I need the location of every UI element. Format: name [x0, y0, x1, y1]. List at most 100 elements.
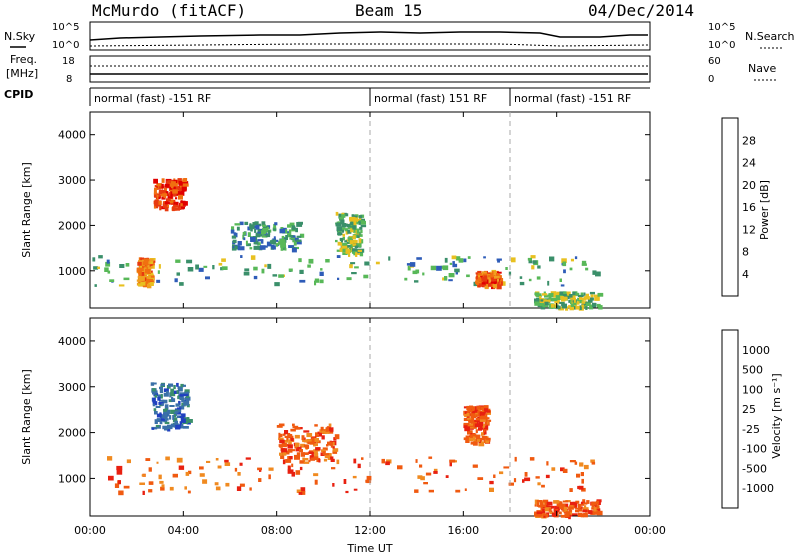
echo-cell	[465, 438, 470, 443]
echo-cell	[569, 306, 574, 311]
echo-cell	[475, 410, 480, 415]
echo-cell	[300, 443, 306, 448]
y-tick-label: 3000	[58, 381, 86, 394]
echo-cell	[473, 281, 478, 287]
colorbar-tick-label: -25	[742, 423, 760, 436]
echo-cell	[524, 472, 528, 477]
echo-cell	[360, 220, 366, 225]
echo-cell	[555, 295, 561, 300]
echo-cell	[472, 433, 477, 438]
echo-cell	[565, 291, 571, 296]
velocity-ylabel: Slant Range [km]	[20, 369, 33, 465]
echo-cell	[278, 433, 283, 438]
echo-cell	[107, 270, 111, 274]
echo-cell	[587, 299, 593, 303]
echo-cell	[104, 267, 109, 272]
echo-cell	[198, 267, 204, 272]
echo-cell	[339, 247, 344, 252]
echo-cell	[165, 198, 171, 201]
echo-cell	[246, 243, 251, 247]
echo-cell	[471, 407, 475, 411]
echo-cell	[442, 265, 449, 271]
power-colorbar: 4 8 12 16 20 24 28	[721, 117, 756, 297]
echo-cell	[546, 461, 549, 466]
echo-cell	[555, 509, 560, 512]
echo-cell	[330, 456, 334, 460]
echo-cell	[575, 510, 580, 513]
echo-cell	[309, 440, 315, 445]
echo-cell	[330, 458, 335, 462]
echo-cell	[106, 259, 110, 264]
echo-cell	[314, 424, 318, 427]
echo-cell	[355, 252, 358, 257]
echo-cell	[595, 508, 600, 512]
echo-cell	[295, 239, 302, 242]
echo-cell	[236, 486, 242, 491]
echo-cell	[148, 272, 154, 277]
echo-cell	[458, 258, 464, 263]
echo-cell	[174, 420, 178, 424]
echo-cell	[179, 394, 183, 397]
echo-cell	[282, 433, 286, 436]
echo-cell	[195, 264, 199, 270]
echo-cell	[353, 458, 357, 464]
echo-cell	[313, 456, 319, 460]
echo-cell	[563, 291, 567, 294]
echo-cell	[317, 431, 322, 434]
echo-cell	[173, 414, 176, 418]
echo-cell	[346, 277, 352, 281]
echo-cell	[486, 419, 492, 422]
echo-cell	[568, 506, 574, 510]
echo-cell	[309, 455, 315, 458]
echo-cell	[142, 490, 145, 495]
station-title: McMurdo (fitACF)	[92, 1, 246, 20]
echo-cell	[142, 273, 145, 279]
echo-cell	[320, 426, 324, 431]
echo-cell	[157, 396, 161, 401]
echo-cell	[307, 451, 314, 454]
echo-cell	[591, 510, 597, 515]
echo-cell	[156, 418, 162, 422]
echo-cell	[261, 230, 267, 235]
echo-cell	[249, 224, 255, 230]
echo-cell	[481, 415, 485, 420]
echo-cell	[478, 427, 483, 431]
echo-cell	[541, 484, 545, 488]
echo-cell	[351, 248, 358, 253]
echo-cell	[590, 459, 595, 463]
echo-cell	[305, 445, 310, 449]
echo-cell	[567, 297, 570, 300]
echo-cell	[293, 241, 297, 246]
echo-cell	[181, 424, 184, 429]
echo-cell	[467, 409, 473, 413]
echo-cell	[278, 437, 284, 440]
echo-cell	[291, 471, 295, 477]
echo-cell	[351, 214, 355, 217]
echo-cell	[169, 199, 174, 204]
echo-cell	[151, 382, 157, 385]
echo-cell	[296, 222, 303, 227]
y-tick-label: 4000	[58, 335, 86, 348]
echo-cell	[445, 475, 449, 478]
echo-cell	[176, 407, 182, 410]
echo-cell	[304, 452, 309, 455]
echo-cell	[232, 244, 235, 248]
echo-cell	[164, 183, 170, 188]
power-ylabel: Slant Range [km]	[20, 162, 33, 258]
echo-cell	[176, 410, 181, 415]
echo-cell	[160, 418, 166, 421]
echo-cell	[324, 430, 330, 434]
echo-cell	[292, 423, 295, 427]
echo-cell	[299, 427, 303, 430]
echo-cell	[560, 514, 567, 518]
echo-cell	[467, 430, 473, 435]
echo-cell	[353, 220, 357, 226]
echo-cell	[276, 425, 283, 428]
echo-cell	[319, 279, 324, 284]
echo-cell	[170, 409, 176, 414]
echo-cell	[497, 271, 502, 274]
echo-cell	[202, 479, 208, 484]
echo-cell	[150, 282, 154, 286]
echo-cell	[300, 452, 305, 457]
echo-cell	[347, 229, 350, 233]
